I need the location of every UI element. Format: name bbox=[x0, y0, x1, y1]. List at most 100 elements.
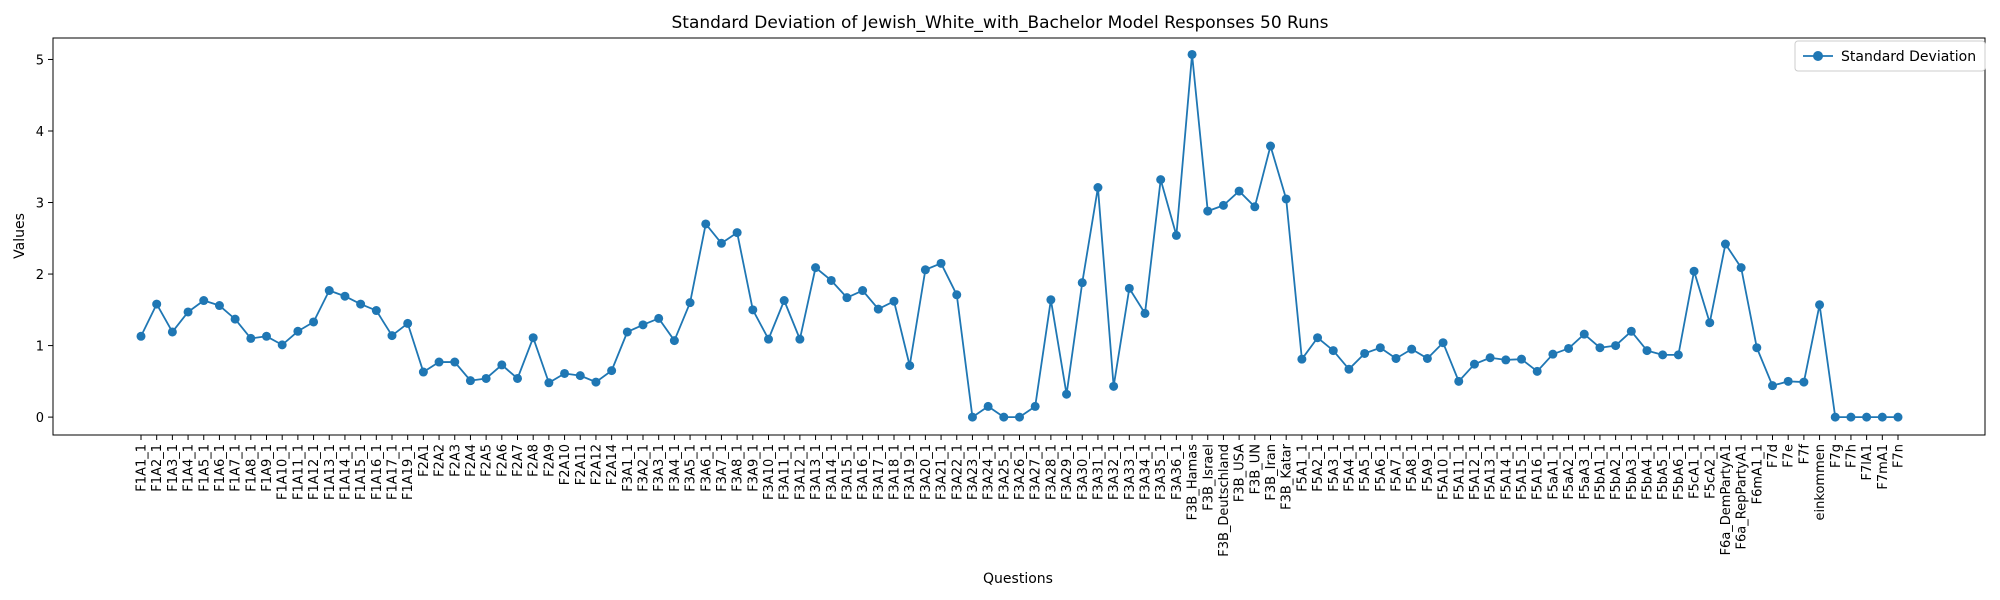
data-point bbox=[1140, 308, 1150, 318]
data-point bbox=[575, 371, 585, 381]
plot-area bbox=[52, 37, 1986, 436]
data-point bbox=[340, 291, 350, 301]
x-tick-label: F3B_UN bbox=[1248, 444, 1263, 494]
x-tick-label: F2A8 bbox=[527, 444, 542, 477]
x-tick-label: F7g bbox=[1829, 444, 1844, 468]
data-point bbox=[214, 301, 224, 311]
data-point bbox=[1281, 194, 1291, 204]
x-tick-label: F3A8_1 bbox=[731, 444, 746, 492]
x-tick-label: F3A7_1 bbox=[715, 444, 730, 492]
x-tick-label: F3A35_1 bbox=[1154, 444, 1169, 500]
data-point bbox=[748, 305, 758, 315]
data-point bbox=[716, 238, 726, 248]
x-tick-label: F1A12_1 bbox=[307, 444, 322, 500]
data-point bbox=[418, 367, 428, 377]
x-tick-label: F3A36_1 bbox=[1170, 444, 1185, 500]
data-point bbox=[356, 299, 366, 309]
x-tick-label: F7n bbox=[1892, 444, 1907, 468]
data-point bbox=[544, 378, 554, 388]
data-point bbox=[1218, 200, 1228, 210]
data-point bbox=[591, 377, 601, 387]
data-point bbox=[622, 327, 632, 337]
x-tick-label: F1A10_1 bbox=[276, 444, 291, 500]
data-point bbox=[1077, 278, 1087, 288]
data-point bbox=[293, 326, 303, 336]
x-tick-label: F1A7_1 bbox=[229, 444, 244, 492]
x-tick-label: F1A6_1 bbox=[213, 444, 228, 492]
x-tick-label: F5bA5_1 bbox=[1656, 444, 1671, 500]
x-tick-label: F2A7 bbox=[511, 444, 526, 477]
data-point bbox=[481, 373, 491, 383]
data-point bbox=[1203, 206, 1213, 216]
x-tick-label: F3A2_1 bbox=[637, 444, 652, 492]
data-point bbox=[450, 357, 460, 367]
x-tick-label: F5A10_1 bbox=[1437, 444, 1452, 500]
x-tick-label: F3A33_1 bbox=[1123, 444, 1138, 500]
data-point bbox=[638, 320, 648, 330]
y-tick-label: 2 bbox=[36, 268, 44, 283]
x-tick-label: F2A5 bbox=[480, 444, 495, 477]
data-point bbox=[1548, 349, 1558, 359]
data-point bbox=[497, 360, 507, 370]
data-point bbox=[764, 334, 773, 344]
x-tick-label: F5bA3_1 bbox=[1625, 444, 1640, 500]
x-tick-label: F3A15_1 bbox=[840, 444, 855, 500]
x-tick-label: F3A5_1 bbox=[684, 444, 699, 492]
data-point bbox=[1344, 364, 1354, 374]
data-point bbox=[1720, 239, 1730, 249]
x-tick-label: F5A7_1 bbox=[1390, 444, 1405, 492]
x-tick-label: F1A5_1 bbox=[197, 444, 212, 492]
x-tick-label: F1A13_1 bbox=[323, 444, 338, 500]
data-point bbox=[1438, 338, 1448, 348]
data-point bbox=[1391, 353, 1401, 363]
data-point bbox=[1642, 346, 1652, 356]
data-point bbox=[889, 296, 899, 306]
data-point bbox=[1532, 366, 1542, 376]
x-tick-label: F1A3_1 bbox=[166, 444, 181, 492]
data-point bbox=[1768, 381, 1777, 391]
data-point bbox=[1846, 412, 1856, 422]
data-point bbox=[983, 401, 993, 411]
data-point bbox=[795, 334, 805, 344]
legend: Standard Deviation bbox=[1794, 40, 1986, 72]
x-tick-label: F7h bbox=[1844, 444, 1859, 468]
x-tick-label: F1A4_1 bbox=[182, 444, 197, 492]
x-tick-label: F1A17_1 bbox=[386, 444, 401, 500]
x-tick-label: F1A19_1 bbox=[401, 444, 416, 500]
y-tick-label: 0 bbox=[36, 411, 44, 426]
x-tick-label: F7e bbox=[1782, 444, 1797, 468]
data-point bbox=[1877, 412, 1887, 422]
data-point bbox=[262, 331, 271, 341]
x-tick-label: F5aA2_1 bbox=[1562, 444, 1577, 500]
x-tick-label: F2A1 bbox=[417, 444, 432, 477]
data-point bbox=[434, 357, 444, 367]
x-tick-label: F5A12_1 bbox=[1468, 444, 1483, 500]
data-point bbox=[1752, 343, 1762, 353]
data-point bbox=[1658, 350, 1668, 360]
x-axis-label: Questions bbox=[983, 571, 1053, 587]
x-tick-label: F5A4_1 bbox=[1342, 444, 1357, 492]
x-tick-label: F3A27_1 bbox=[1029, 444, 1044, 500]
y-axis: 0 1 2 3 4 5 bbox=[36, 53, 53, 426]
data-point bbox=[1736, 263, 1746, 273]
data-point bbox=[1407, 344, 1417, 354]
x-tick-label: F3A21_1 bbox=[935, 444, 950, 500]
data-point bbox=[1171, 230, 1181, 240]
y-tick-label: 1 bbox=[36, 340, 44, 355]
chart-title: Standard Deviation of Jewish_White_with_… bbox=[672, 13, 1329, 33]
data-point bbox=[1611, 341, 1621, 351]
y-tick-label: 4 bbox=[36, 125, 44, 140]
x-tick-label: F3A11_1 bbox=[778, 444, 793, 500]
data-point bbox=[952, 290, 962, 300]
x-tick-label: F7d bbox=[1766, 444, 1781, 468]
data-point bbox=[1015, 412, 1024, 422]
data-point bbox=[1187, 49, 1197, 59]
x-tick-label: einkommen bbox=[1813, 444, 1828, 520]
data-point bbox=[1313, 333, 1323, 343]
data-point bbox=[1893, 412, 1903, 422]
x-tick-label: F5A2_1 bbox=[1311, 444, 1326, 492]
x-tick-label: F2A2 bbox=[433, 444, 448, 477]
x-tick-label: F5bA1_1 bbox=[1593, 444, 1608, 500]
data-point bbox=[1375, 343, 1385, 353]
